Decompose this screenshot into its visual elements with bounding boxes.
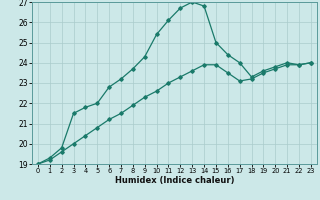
X-axis label: Humidex (Indice chaleur): Humidex (Indice chaleur) <box>115 176 234 185</box>
